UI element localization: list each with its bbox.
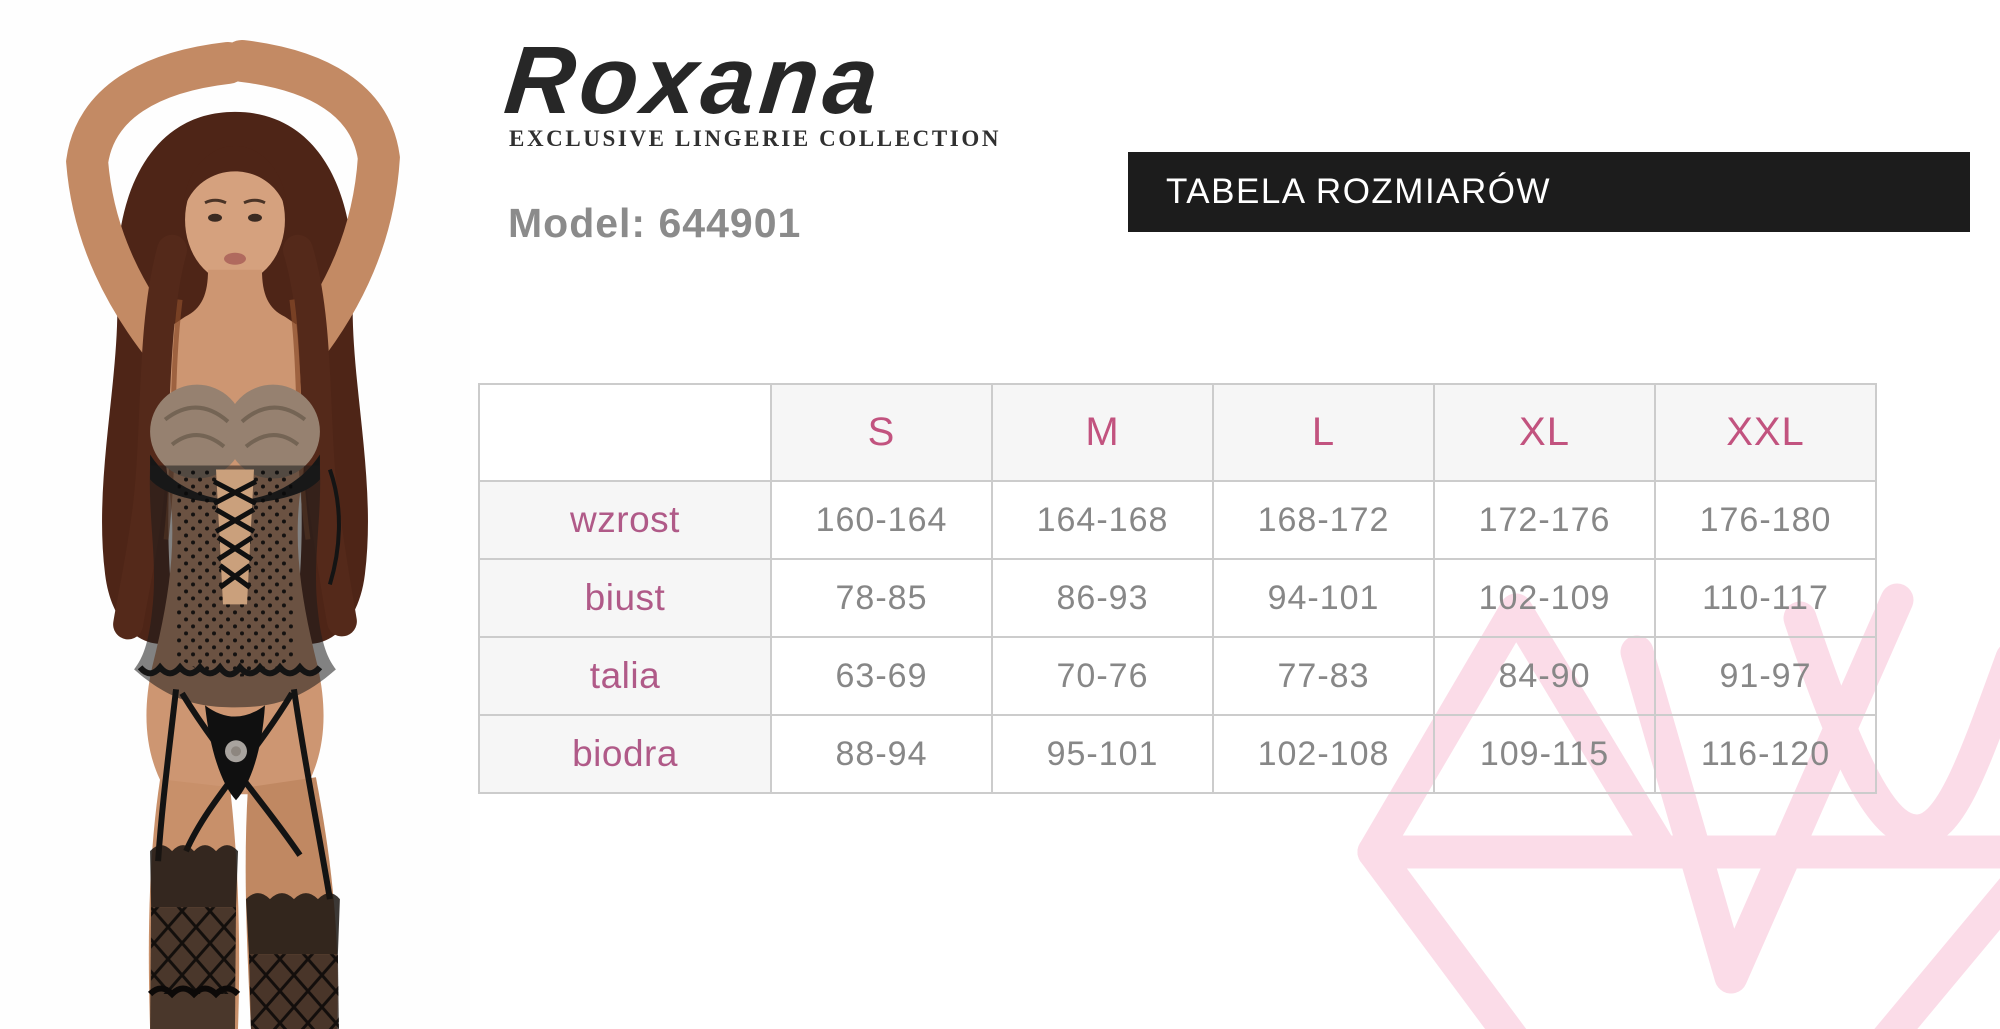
cell-value: 176-180 — [1654, 480, 1877, 560]
row-label: biust — [478, 558, 772, 638]
cell-value: 110-117 — [1654, 558, 1877, 638]
size-col-s: S — [770, 383, 993, 482]
row-label: talia — [478, 636, 772, 716]
table-row-biodra: biodra 88-94 95-101 102-108 109-115 116-… — [478, 714, 1877, 794]
cell-value: 88-94 — [770, 714, 993, 794]
row-label: biodra — [478, 714, 772, 794]
row-label: wzrost — [478, 480, 772, 560]
model-photo-illustration — [66, 39, 400, 1029]
size-table-title: TABELA ROZMIARÓW — [1166, 172, 1552, 211]
cell-value: 63-69 — [770, 636, 993, 716]
brand-logo: Roxana — [500, 27, 889, 134]
cell-value: 168-172 — [1212, 480, 1435, 560]
cell-value: 86-93 — [991, 558, 1214, 638]
cell-value: 70-76 — [991, 636, 1214, 716]
cell-value: 78-85 — [770, 558, 993, 638]
size-col-m: M — [991, 383, 1214, 482]
size-col-xl: XL — [1433, 383, 1656, 482]
cell-value: 95-101 — [991, 714, 1214, 794]
size-col-l: L — [1212, 383, 1435, 482]
cell-value: 91-97 — [1654, 636, 1877, 716]
cell-value: 77-83 — [1212, 636, 1435, 716]
cell-value: 172-176 — [1433, 480, 1656, 560]
brand-subtitle: EXCLUSIVE LINGERIE COLLECTION — [509, 126, 1002, 151]
cell-value: 160-164 — [770, 480, 993, 560]
cell-value: 109-115 — [1433, 714, 1656, 794]
cell-value: 94-101 — [1212, 558, 1435, 638]
size-col-xxl: XXL — [1654, 383, 1877, 482]
cell-value: 102-108 — [1212, 714, 1435, 794]
table-row-wzrost: wzrost 160-164 164-168 168-172 172-176 1… — [478, 480, 1877, 560]
table-row-talia: talia 63-69 70-76 77-83 84-90 91-97 — [478, 636, 1877, 716]
size-table-header-row: S M L XL XXL — [478, 383, 1877, 482]
model-number: Model: 644901 — [508, 200, 802, 246]
cell-value: 116-120 — [1654, 714, 1877, 794]
cell-value: 164-168 — [991, 480, 1214, 560]
corner-cell — [478, 383, 772, 482]
cell-value: 102-109 — [1433, 558, 1656, 638]
size-table-header-bar: TABELA ROZMIARÓW — [1128, 152, 1970, 232]
table-row-biust: biust 78-85 86-93 94-101 102-109 110-117 — [478, 558, 1877, 638]
size-table: S M L XL XXL wzrost 160-164 164-168 168-… — [478, 383, 1877, 794]
model-photo — [0, 0, 470, 1029]
cell-value: 84-90 — [1433, 636, 1656, 716]
